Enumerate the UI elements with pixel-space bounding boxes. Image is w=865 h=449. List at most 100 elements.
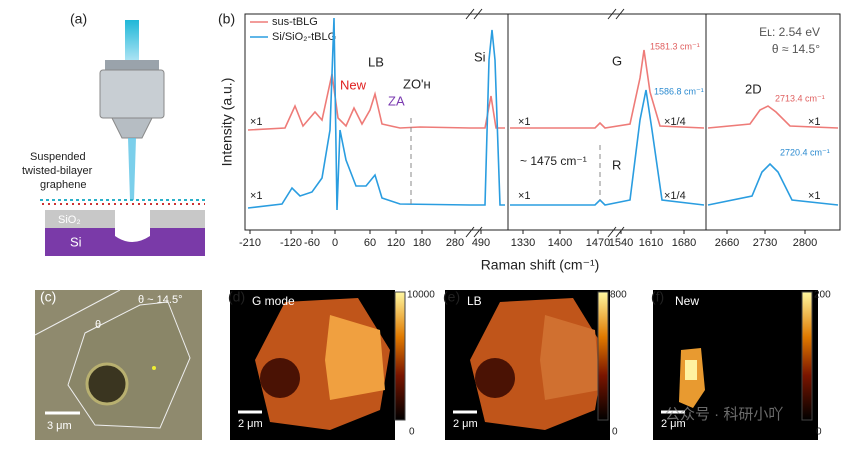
theta-label: θ bbox=[95, 319, 101, 331]
x-tick-label: 2660 bbox=[715, 237, 739, 249]
base-label: Si bbox=[70, 234, 82, 249]
multiplier: ×1 bbox=[518, 190, 531, 202]
x-tick-label: 1610 bbox=[639, 237, 663, 249]
colorbar-max: 800 bbox=[610, 290, 627, 301]
x-tick-label: -60 bbox=[304, 237, 320, 249]
break-mark bbox=[615, 8, 625, 20]
objective bbox=[105, 60, 159, 70]
angle-label: θ ~ 14.5° bbox=[138, 294, 182, 306]
x-tick-label: 1540 bbox=[609, 237, 633, 249]
x-tick-label: 1470 bbox=[586, 237, 610, 249]
peak-label: LB bbox=[368, 54, 384, 69]
peak-label: ZO'ʜ bbox=[403, 76, 431, 91]
panel-label: (a) bbox=[70, 11, 87, 27]
x-tick-label: 490 bbox=[472, 237, 490, 249]
multiplier: ×1/4 bbox=[664, 190, 686, 202]
panel-label: (d) bbox=[228, 289, 245, 305]
panel-label: (e) bbox=[443, 289, 460, 305]
spot bbox=[152, 366, 156, 370]
flake-map bbox=[325, 315, 385, 400]
hole-map bbox=[475, 358, 515, 398]
map-title: New bbox=[675, 294, 699, 308]
peak-label: New bbox=[340, 77, 367, 92]
panel-c: (c) θ ~ 14.5° θ 3 μm bbox=[34, 289, 202, 440]
info: Eʟ: 2.54 eV bbox=[759, 25, 820, 39]
colorbar bbox=[394, 291, 406, 421]
peak-position: 1586.8 cm⁻¹ bbox=[654, 86, 704, 96]
hole bbox=[115, 210, 150, 242]
x-tick-label: 60 bbox=[364, 237, 376, 249]
colorbar-min: 0 bbox=[612, 427, 618, 438]
x-tick-label: 280 bbox=[446, 237, 464, 249]
peak-label: G bbox=[612, 53, 622, 68]
break-mark bbox=[465, 8, 475, 20]
hole bbox=[85, 362, 129, 406]
peak-position: 2720.4 cm⁻¹ bbox=[780, 147, 830, 157]
axes-frame bbox=[244, 13, 841, 231]
info: θ ≈ 14.5° bbox=[772, 42, 820, 56]
multiplier: ×1 bbox=[808, 116, 821, 128]
sample-label: Suspended bbox=[30, 151, 86, 163]
objective bbox=[99, 69, 165, 119]
break-mark bbox=[473, 226, 483, 238]
flake-map bbox=[540, 315, 600, 400]
x-tick-label: 1680 bbox=[672, 237, 696, 249]
y-axis-label: Intensity (a.u.) bbox=[219, 78, 235, 167]
x-tick-label: -120 bbox=[280, 237, 302, 249]
x-tick-label: 180 bbox=[413, 237, 431, 249]
multiplier: ×1 bbox=[250, 190, 263, 202]
x-tick-label: 2730 bbox=[753, 237, 777, 249]
peak-label: ZA bbox=[388, 93, 405, 108]
legend-entry: Si/SiO₂-tBLG bbox=[272, 31, 336, 43]
peak-label: 2D bbox=[745, 81, 762, 96]
peak-label: ~ 1475 cm⁻¹ bbox=[520, 154, 587, 168]
sample-label: graphene bbox=[40, 179, 87, 191]
panel-label: (f) bbox=[651, 289, 664, 305]
x-tick-label: 1330 bbox=[511, 237, 535, 249]
break-mark bbox=[473, 8, 483, 20]
break-mark bbox=[607, 226, 617, 238]
map-title: G mode bbox=[252, 294, 295, 308]
colorbar-min: 0 bbox=[816, 427, 822, 438]
beam bbox=[128, 138, 136, 200]
x-axis-label: Raman shift (cm⁻¹) bbox=[481, 257, 600, 273]
panel-b: (b) Intensity (a.u.) Raman shift (cm⁻¹) … bbox=[218, 8, 841, 273]
colorbar-min: 0 bbox=[409, 427, 415, 438]
multiplier: ×1/4 bbox=[664, 116, 686, 128]
peak-position: 2713.4 cm⁻¹ bbox=[775, 93, 825, 103]
x-tick-label: 0 bbox=[332, 237, 338, 249]
panel-label: (b) bbox=[218, 11, 235, 27]
peak-label: Si bbox=[474, 49, 486, 64]
colorbar bbox=[597, 291, 609, 421]
multiplier: ×1 bbox=[250, 116, 263, 128]
multiplier: ×1 bbox=[808, 190, 821, 202]
spectrum-supported bbox=[247, 17, 839, 211]
peak-label: R bbox=[612, 157, 621, 172]
spectrum-sus bbox=[247, 49, 839, 131]
colorbar bbox=[801, 291, 813, 421]
signal-map bbox=[685, 360, 697, 380]
x-tick-label: 2800 bbox=[793, 237, 817, 249]
peak-position: 1581.3 cm⁻¹ bbox=[650, 41, 700, 51]
panel-a: (a) Suspended twisted-bilayer graphene S… bbox=[22, 11, 205, 256]
substrate-label: SiO₂ bbox=[58, 214, 81, 226]
hole-map bbox=[260, 358, 300, 398]
multiplier: ×1 bbox=[518, 116, 531, 128]
scale-label: 2 μm bbox=[238, 418, 263, 430]
colorbar-max: 200 bbox=[814, 290, 831, 301]
objective-tip bbox=[111, 117, 153, 139]
sample-label: twisted-bilayer bbox=[22, 165, 93, 177]
colorbar-max: 10000 bbox=[407, 290, 435, 301]
scale-label: 2 μm bbox=[453, 418, 478, 430]
break-mark bbox=[607, 8, 617, 20]
scale-label: 2 μm bbox=[661, 418, 686, 430]
laser bbox=[125, 20, 139, 70]
x-tick-label: -210 bbox=[239, 237, 261, 249]
x-tick-label: 1400 bbox=[548, 237, 572, 249]
break-mark bbox=[465, 226, 475, 238]
panel-label: (c) bbox=[40, 289, 56, 305]
watermark: 公众号 · 科研小吖 bbox=[665, 406, 783, 423]
map-title: LB bbox=[467, 294, 482, 308]
x-tick-label: 120 bbox=[387, 237, 405, 249]
